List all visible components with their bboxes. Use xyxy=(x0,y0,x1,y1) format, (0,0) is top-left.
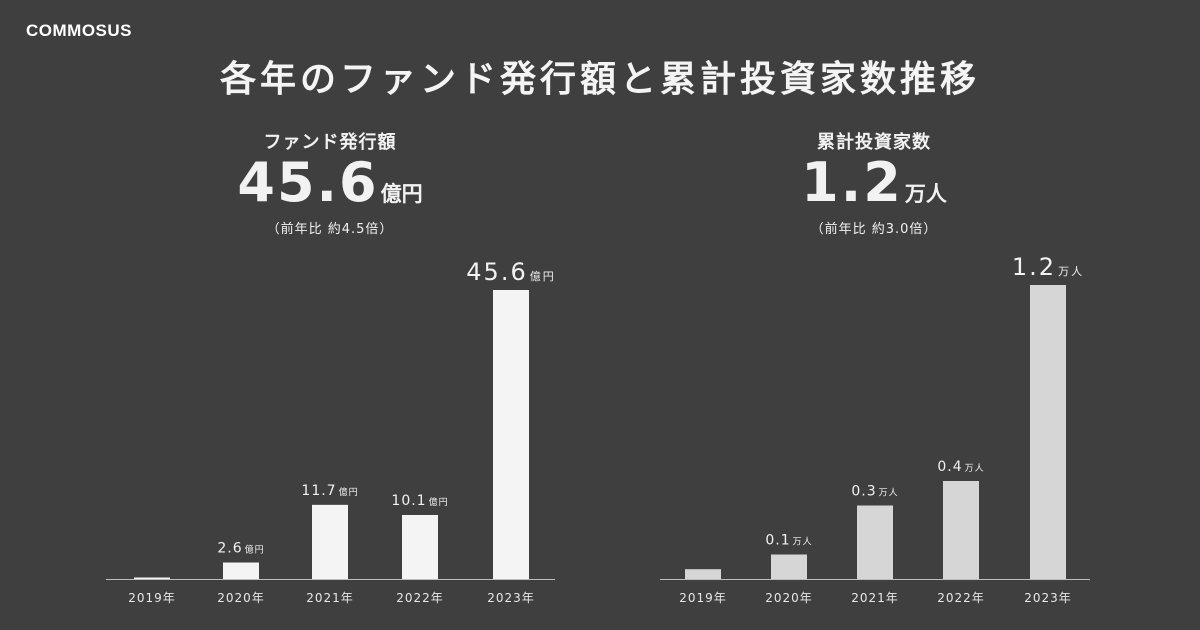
brand-logo: COMMOSUS xyxy=(26,21,132,40)
investor-count-summary: 累計投資家数 1.2万人 （前年比 約3.0倍） xyxy=(694,128,1054,237)
investor-data-label-2: 0.3 万人 xyxy=(851,484,898,500)
fund-data-label-2: 11.7 億円 xyxy=(301,483,358,499)
fund-issuance-value: 45.6 xyxy=(237,151,379,214)
investor-tick-label-1: 2020年 xyxy=(765,591,813,605)
investor-data-label-1: 0.1 万人 xyxy=(765,533,812,549)
fund-issuance-label: ファンド発行額 xyxy=(263,132,397,153)
fund-issuance-note: （前年比 約4.5倍） xyxy=(266,222,394,237)
fund-data-label-3: 10.1 億円 xyxy=(391,493,448,509)
fund-data-label-1: 2.6 億円 xyxy=(217,541,264,557)
investor-count-value: 1.2 xyxy=(801,151,903,214)
investor-count-label: 累計投資家数 xyxy=(817,132,931,153)
fund-tick-label-0: 2019年 xyxy=(128,591,176,605)
fund-bar-0 xyxy=(134,577,170,579)
fund-issuance-unit: 億円 xyxy=(380,182,423,206)
fund-bar-2 xyxy=(312,504,348,579)
investor-bar-3 xyxy=(943,481,979,579)
fund-bar-3 xyxy=(402,514,438,579)
investor-tick-label-0: 2019年 xyxy=(679,591,727,605)
investor-tick-label-3: 2022年 xyxy=(937,591,985,605)
fund-bar-1 xyxy=(223,562,259,579)
investor-count-note: （前年比 約3.0倍） xyxy=(810,222,938,237)
investor-tick-label-2: 2021年 xyxy=(851,591,899,605)
fund-tick-label-2: 2021年 xyxy=(306,591,354,605)
fund-tick-label-1: 2020年 xyxy=(217,591,265,605)
investor-bar-1 xyxy=(771,554,807,579)
fund-issuance-summary: ファンド発行額 45.6億円 （前年比 約4.5倍） xyxy=(150,128,510,237)
fund-tick-label-4: 2023年 xyxy=(487,591,535,605)
investor-count-unit: 万人 xyxy=(904,182,947,206)
fund-issuance-value-line: 45.6億円 xyxy=(150,156,510,210)
investor-count-value-line: 1.2万人 xyxy=(694,156,1054,210)
fund-bar-4 xyxy=(493,290,529,579)
investor-bar-0 xyxy=(685,569,721,579)
investor-bar-2 xyxy=(857,505,893,579)
fund-data-label-4: 45.6 億円 xyxy=(466,258,555,286)
investor-bar-4 xyxy=(1030,285,1066,579)
investor-data-label-4: 1.2 万人 xyxy=(1012,253,1084,281)
investor-data-label-3: 0.4 万人 xyxy=(937,459,984,475)
investor-tick-label-4: 2023年 xyxy=(1024,591,1072,605)
fund-tick-label-3: 2022年 xyxy=(396,591,444,605)
page-title: 各年のファンド発行額と累計投資家数推移 xyxy=(219,59,980,100)
